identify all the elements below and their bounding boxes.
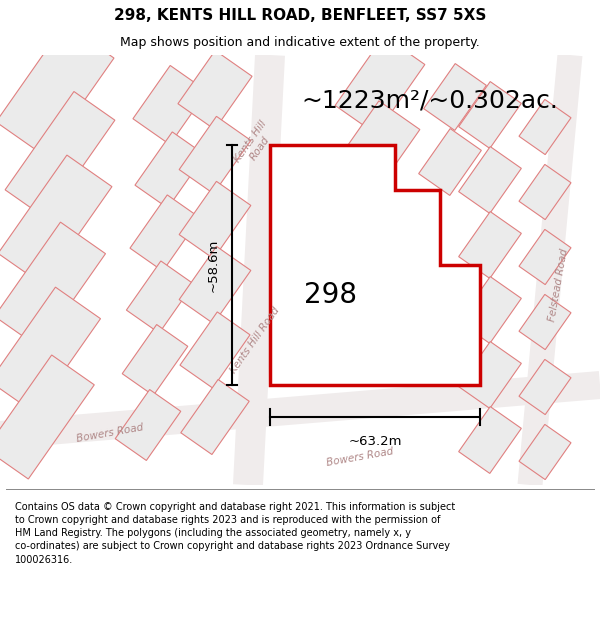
- Text: Contains OS data © Crown copyright and database right 2021. This information is : Contains OS data © Crown copyright and d…: [15, 502, 455, 564]
- Polygon shape: [133, 66, 207, 144]
- Text: ~63.2m: ~63.2m: [348, 435, 402, 448]
- Polygon shape: [5, 91, 115, 219]
- Polygon shape: [458, 147, 521, 213]
- Polygon shape: [518, 54, 583, 486]
- Text: ~58.6m: ~58.6m: [207, 238, 220, 292]
- Polygon shape: [519, 229, 571, 284]
- Polygon shape: [130, 195, 200, 271]
- Polygon shape: [424, 64, 487, 131]
- Polygon shape: [0, 287, 101, 413]
- Text: Bowers Road: Bowers Road: [76, 422, 144, 444]
- Text: 298: 298: [304, 281, 356, 309]
- Polygon shape: [330, 101, 420, 199]
- Polygon shape: [519, 359, 571, 414]
- Polygon shape: [419, 129, 481, 196]
- Text: ~1223m²/~0.302ac.: ~1223m²/~0.302ac.: [302, 88, 559, 112]
- Text: Map shows position and indicative extent of the property.: Map shows position and indicative extent…: [120, 36, 480, 49]
- Polygon shape: [115, 389, 181, 461]
- Polygon shape: [122, 324, 188, 396]
- Polygon shape: [458, 212, 521, 278]
- Polygon shape: [178, 51, 252, 129]
- Polygon shape: [0, 24, 114, 156]
- Text: Kents Hill Road: Kents Hill Road: [229, 305, 281, 375]
- Polygon shape: [179, 116, 251, 194]
- Polygon shape: [270, 145, 480, 385]
- Polygon shape: [233, 54, 285, 486]
- Polygon shape: [180, 312, 250, 388]
- Polygon shape: [135, 132, 205, 208]
- Text: 298, KENTS HILL ROAD, BENFLEET, SS7 5XS: 298, KENTS HILL ROAD, BENFLEET, SS7 5XS: [114, 8, 486, 23]
- Polygon shape: [181, 379, 249, 454]
- Polygon shape: [179, 181, 251, 259]
- Polygon shape: [335, 36, 425, 134]
- Polygon shape: [519, 424, 571, 479]
- Text: Felstead Road: Felstead Road: [547, 248, 569, 322]
- Polygon shape: [458, 277, 521, 343]
- Polygon shape: [127, 261, 194, 333]
- Polygon shape: [519, 99, 571, 154]
- Polygon shape: [519, 164, 571, 219]
- Polygon shape: [458, 342, 521, 408]
- Polygon shape: [0, 371, 600, 449]
- Polygon shape: [179, 246, 251, 324]
- Polygon shape: [458, 407, 521, 473]
- Polygon shape: [519, 294, 571, 349]
- Text: Bowers Road: Bowers Road: [326, 446, 394, 468]
- Polygon shape: [0, 222, 106, 348]
- Polygon shape: [0, 155, 112, 285]
- Text: Kents Hill
Road: Kents Hill Road: [232, 119, 278, 171]
- Polygon shape: [0, 355, 94, 479]
- Polygon shape: [458, 82, 521, 148]
